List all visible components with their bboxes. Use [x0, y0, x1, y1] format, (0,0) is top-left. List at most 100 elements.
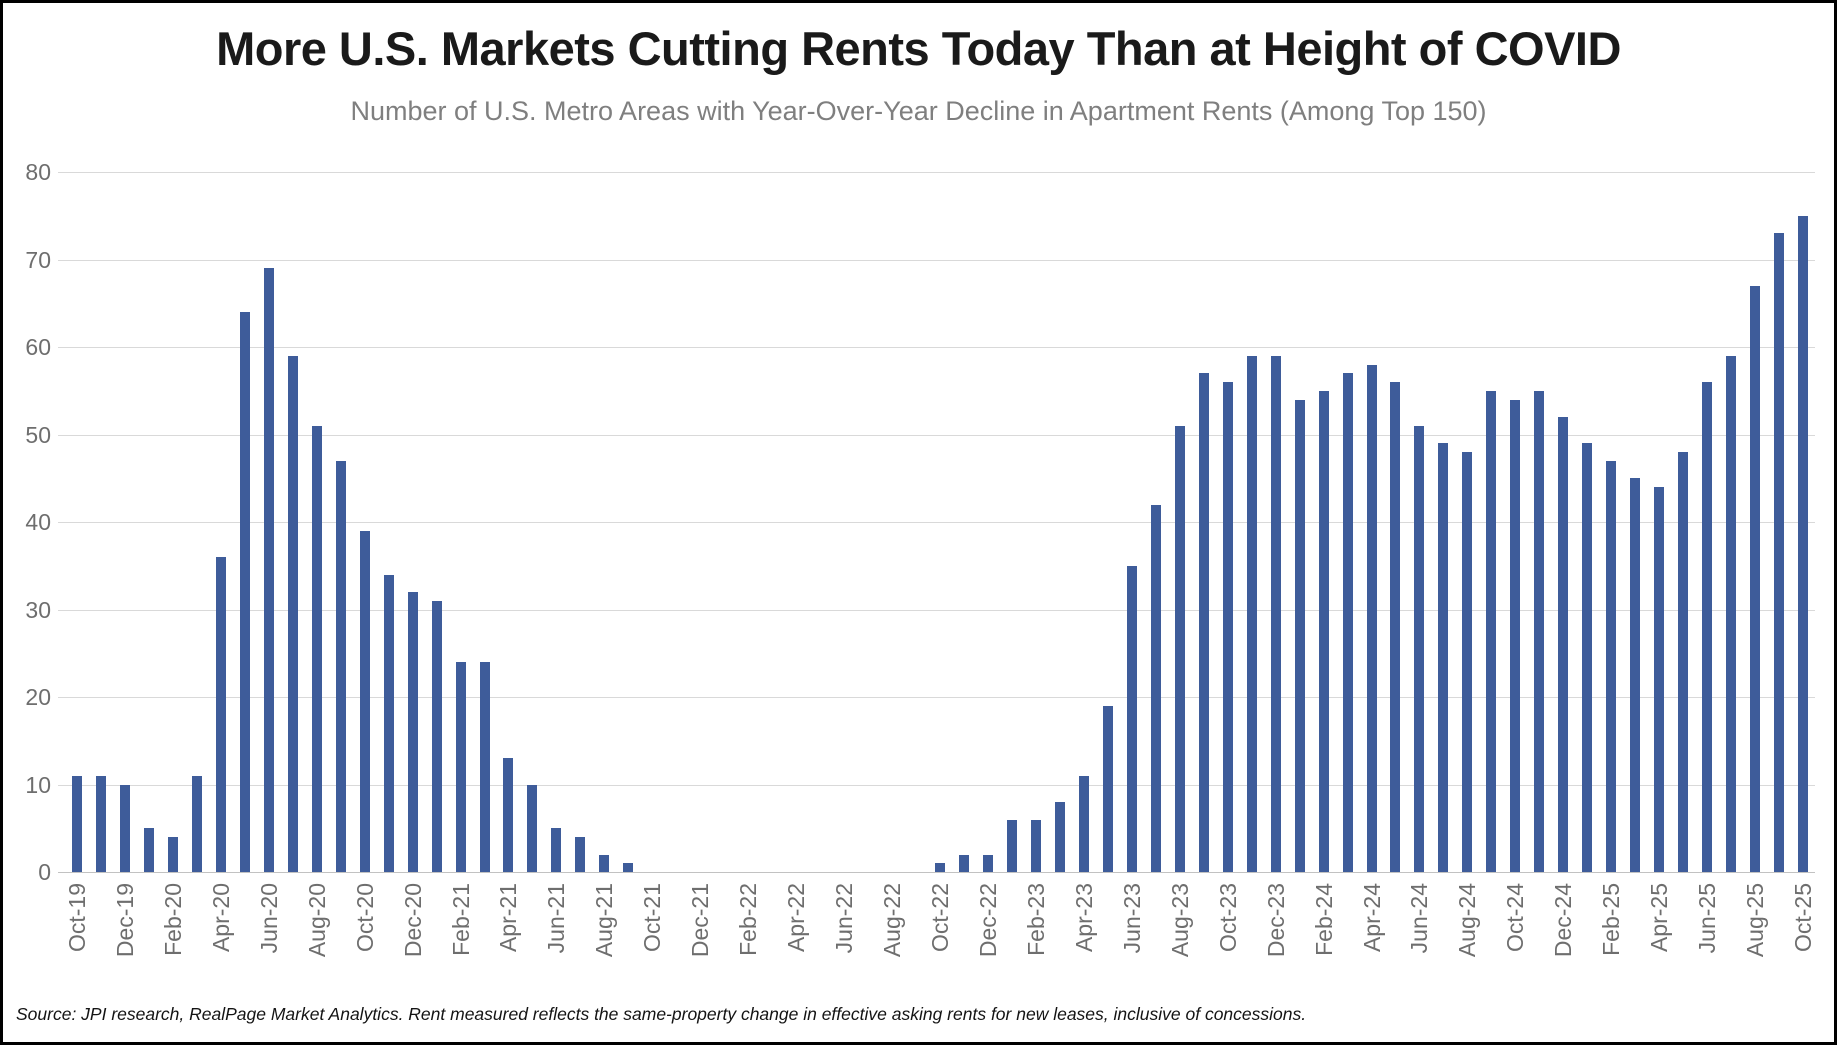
x-tick-label-Dec-23: Dec-23: [1262, 883, 1289, 958]
x-tick-label-Apr-24: Apr-24: [1358, 883, 1385, 953]
y-tick-label-60: 60: [25, 334, 51, 360]
bar-Dec-19: [119, 784, 130, 872]
bar-Jul-20: [287, 355, 298, 872]
x-tick-label-Dec-21: Dec-21: [687, 883, 714, 958]
bar-Aug-24: [1462, 452, 1473, 872]
x-tick-label-Dec-22: Dec-22: [974, 883, 1001, 958]
bar-Jul-24: [1438, 443, 1449, 872]
bar-chart-plot-area: 0 10 20 30 40 50 60 70 80 Oct-19 Dec-19 Feb-20 Apr-2…: [3, 3, 1834, 1042]
bar-Jun-25: [1702, 382, 1713, 872]
x-tick-label-Dec-24: Dec-24: [1550, 883, 1577, 958]
bar-Jan-25: [1582, 443, 1593, 872]
x-tick-label-Oct-20: Oct-20: [351, 883, 378, 953]
x-tick-label-Oct-22: Oct-22: [927, 883, 953, 953]
gridline-50: [58, 434, 1815, 436]
bar-Jul-23: [1150, 504, 1161, 872]
bar-Nov-24: [1534, 390, 1545, 872]
bar-Feb-21: [455, 662, 466, 872]
x-tick-label-Oct-24: Oct-24: [1502, 883, 1529, 953]
chart-subtitle: Number of U.S. Metro Areas with Year-Ove…: [350, 96, 1487, 126]
x-tick-label-Jun-22: Jun-22: [831, 883, 858, 954]
bar-Jan-21: [431, 600, 442, 872]
bar-Jul-21: [575, 837, 586, 872]
x-tick-label-Feb-25: Feb-25: [1598, 883, 1625, 956]
bar-Nov-19: [95, 775, 106, 872]
bar-Aug-21: [599, 854, 610, 872]
x-tick-label-Jun-23: Jun-23: [1118, 883, 1145, 954]
x-tick-label-Jun-24: Jun-24: [1406, 883, 1433, 954]
gridline-60: [58, 347, 1815, 348]
bar-Mar-24: [1342, 373, 1353, 872]
y-tick-label-50: 50: [25, 421, 51, 448]
bar-Aug-25: [1750, 285, 1761, 872]
bar-Apr-20: [215, 557, 226, 872]
bar-Sep-20: [335, 460, 346, 872]
bar-Feb-20: [167, 837, 178, 872]
gridline-0: [58, 872, 1815, 873]
chart-title: More U.S. Markets Cutting Rents Today Th…: [216, 22, 1621, 75]
bar-Mar-25: [1630, 478, 1641, 872]
bar-Sep-23: [1198, 373, 1209, 872]
source-note: Source: JPI research, RealPage Market An…: [16, 1004, 1307, 1024]
x-tick-label-Oct-21: Oct-21: [639, 883, 666, 953]
bar-Sep-24: [1486, 390, 1497, 872]
bar-Nov-20: [383, 574, 394, 872]
bar-Sep-25: [1774, 233, 1785, 872]
y-tick-label-30: 30: [25, 596, 51, 623]
bar-Jan-20: [143, 828, 154, 872]
bar-May-20: [239, 312, 250, 872]
bar-Dec-23: [1270, 355, 1281, 872]
bar-Feb-24: [1318, 390, 1329, 872]
bar-Mar-20: [191, 775, 202, 872]
bar-Dec-22: [982, 854, 993, 872]
gridline-70: [58, 259, 1815, 261]
x-tick-label-Jun-21: Jun-21: [543, 883, 570, 954]
bar-Nov-23: [1246, 355, 1257, 872]
bar-May-25: [1678, 452, 1689, 872]
y-tick-label-80: 80: [25, 159, 51, 185]
bar-Oct-23: [1222, 382, 1233, 872]
x-tick-label-Dec-20: Dec-20: [399, 883, 426, 958]
bar-Dec-24: [1558, 417, 1569, 872]
x-tick-label-Aug-20: Aug-20: [303, 883, 330, 958]
bar-Jun-21: [551, 828, 562, 872]
x-tick-label-Oct-23: Oct-23: [1214, 883, 1241, 953]
bar-May-24: [1390, 382, 1401, 872]
x-tick-label-Apr-25: Apr-25: [1646, 883, 1673, 953]
x-tick-label-Aug-24: Aug-24: [1454, 883, 1481, 958]
bar-May-21: [527, 784, 538, 872]
bar-Oct-19: [71, 775, 82, 872]
bar-Jan-24: [1294, 399, 1305, 872]
x-tick-label-Feb-23: Feb-23: [1022, 883, 1049, 956]
bar-Oct-24: [1510, 399, 1521, 872]
x-tick-label-Jun-20: Jun-20: [255, 883, 282, 954]
x-tick-label-Aug-22: Aug-22: [879, 883, 906, 958]
y-tick-label-10: 10: [25, 771, 51, 798]
gridline-20: [58, 697, 1815, 698]
x-tick-label-Apr-21: Apr-21: [495, 883, 522, 953]
x-tick-label-Apr-20: Apr-20: [207, 883, 234, 953]
x-tick-label-Feb-20: Feb-20: [159, 883, 186, 956]
bar-Apr-21: [503, 758, 514, 872]
bar-Apr-23: [1078, 775, 1089, 872]
bar-Oct-22: [935, 863, 945, 872]
x-tick-label-Feb-22: Feb-22: [735, 883, 762, 956]
bar-Oct-25: [1798, 215, 1808, 872]
bar-Nov-22: [958, 854, 969, 872]
bar-May-23: [1102, 705, 1113, 872]
bar-Sep-21: [623, 863, 634, 872]
x-tick-label-Feb-21: Feb-21: [447, 883, 474, 956]
bar-Dec-20: [407, 592, 418, 872]
x-tick-label-Jun-25: Jun-25: [1694, 883, 1721, 954]
bar-Oct-20: [359, 530, 370, 872]
bar-Jun-23: [1126, 565, 1137, 872]
x-tick-label-Apr-22: Apr-22: [783, 883, 810, 953]
bar-Feb-25: [1606, 460, 1617, 872]
bar-Aug-23: [1174, 425, 1185, 872]
x-tick-label-Oct-19: Oct-19: [63, 883, 90, 953]
bar-Apr-24: [1366, 364, 1377, 872]
gridline-10: [58, 784, 1815, 786]
x-tick-label-Apr-23: Apr-23: [1070, 883, 1097, 953]
x-tick-label-Aug-21: Aug-21: [591, 883, 618, 958]
bar-Jun-24: [1414, 425, 1425, 872]
